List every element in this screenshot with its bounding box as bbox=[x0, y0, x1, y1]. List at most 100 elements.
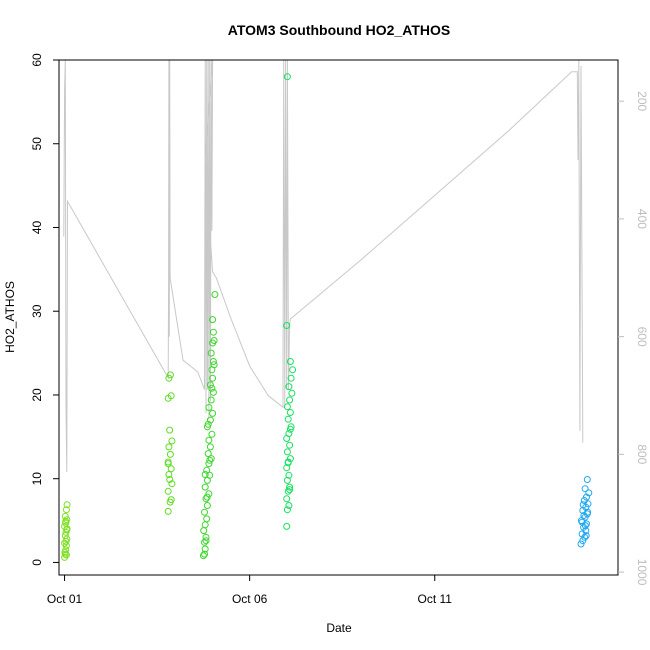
y-tick-label: 30 bbox=[30, 304, 44, 318]
data-point bbox=[579, 501, 587, 509]
data-point bbox=[582, 532, 590, 540]
x-axis-label: Date bbox=[326, 621, 352, 635]
data-point bbox=[63, 516, 71, 524]
data-point bbox=[205, 490, 213, 498]
data-point bbox=[283, 522, 291, 530]
data-point bbox=[168, 437, 176, 445]
data-point bbox=[283, 506, 291, 514]
data-point bbox=[165, 471, 173, 478]
y-tick-label: 60 bbox=[30, 53, 44, 67]
data-point bbox=[167, 465, 175, 473]
data-point bbox=[207, 349, 215, 357]
data-point bbox=[285, 471, 293, 479]
data-point bbox=[205, 436, 213, 444]
data-point bbox=[209, 409, 217, 417]
data-point bbox=[209, 388, 217, 396]
data-point bbox=[205, 404, 213, 411]
data-point bbox=[201, 550, 208, 558]
data-point bbox=[202, 495, 210, 503]
data-point bbox=[283, 448, 291, 456]
data-point bbox=[203, 515, 211, 523]
x-tick-label: Oct 01 bbox=[47, 592, 83, 606]
data-point bbox=[61, 512, 69, 520]
data-point bbox=[200, 527, 208, 535]
data-point bbox=[164, 507, 172, 515]
data-point bbox=[208, 430, 216, 438]
data-point bbox=[203, 502, 211, 509]
y-tick-label: 50 bbox=[30, 137, 44, 151]
data-point bbox=[201, 508, 208, 516]
data-point bbox=[581, 522, 589, 530]
y-axis-label: HO2_ATHOS bbox=[3, 281, 17, 353]
data-point bbox=[204, 450, 212, 458]
data-point bbox=[286, 396, 294, 404]
data-point bbox=[583, 493, 590, 501]
y-tick-label: 0 bbox=[30, 559, 44, 566]
data-point bbox=[209, 328, 217, 336]
data-point bbox=[583, 520, 590, 528]
data-point bbox=[581, 485, 589, 493]
data-point bbox=[209, 374, 217, 382]
data-point bbox=[164, 460, 172, 468]
data-point bbox=[166, 371, 174, 379]
data-point bbox=[63, 501, 71, 509]
data-point bbox=[284, 458, 292, 466]
plot-frame bbox=[58, 59, 619, 576]
data-point bbox=[583, 476, 591, 483]
data-point bbox=[283, 495, 291, 503]
data-point bbox=[206, 456, 214, 464]
y-tick-label: 10 bbox=[30, 472, 44, 486]
data-point bbox=[210, 337, 218, 344]
data-point bbox=[211, 291, 219, 298]
data-point bbox=[167, 496, 175, 504]
data-point bbox=[209, 316, 217, 324]
altitude-track-layer bbox=[63, 60, 584, 473]
altitude-track-line bbox=[63, 60, 584, 473]
axes-layer: 0 10 20 30 40 50 60 200 400 600 800 1000 Oct 01 Oct 0… bbox=[30, 53, 649, 606]
data-point bbox=[62, 538, 70, 545]
data-point bbox=[62, 506, 70, 514]
data-point bbox=[579, 537, 587, 545]
data-point bbox=[284, 487, 292, 495]
data-point bbox=[206, 443, 214, 451]
data-point bbox=[167, 392, 175, 400]
data-point bbox=[168, 480, 176, 488]
data-point bbox=[206, 471, 214, 479]
data-point bbox=[208, 384, 216, 392]
data-point bbox=[283, 322, 291, 329]
data-point bbox=[584, 508, 592, 516]
data-point bbox=[206, 381, 214, 389]
data-point bbox=[207, 455, 215, 463]
data-point bbox=[286, 425, 294, 433]
x-tick-label: Oct 11 bbox=[418, 592, 453, 606]
data-point bbox=[62, 517, 70, 525]
y2-tick-label: 1000 bbox=[635, 559, 649, 586]
data-point bbox=[199, 552, 207, 560]
y2-tick-label: 200 bbox=[635, 91, 649, 111]
data-point bbox=[286, 483, 294, 491]
data-point bbox=[283, 476, 291, 484]
data-point bbox=[286, 409, 294, 416]
data-point bbox=[61, 539, 69, 547]
data-points-layer bbox=[61, 73, 593, 561]
data-point bbox=[283, 403, 291, 411]
data-point bbox=[165, 374, 173, 382]
y2-tick-label: 600 bbox=[635, 327, 649, 347]
data-point bbox=[201, 483, 209, 491]
data-point bbox=[166, 476, 174, 483]
data-point bbox=[286, 441, 294, 449]
data-point bbox=[204, 420, 212, 428]
data-point bbox=[283, 73, 291, 81]
y-tick-label: 20 bbox=[30, 388, 44, 402]
data-point bbox=[165, 443, 173, 451]
data-point bbox=[289, 366, 297, 374]
data-point bbox=[201, 471, 209, 478]
data-point bbox=[203, 493, 211, 501]
data-point bbox=[62, 551, 70, 559]
data-point bbox=[166, 450, 174, 458]
data-point bbox=[201, 545, 209, 553]
chart-title: ATOM3 Southbound HO2_ATHOS bbox=[228, 22, 450, 38]
data-point bbox=[210, 361, 218, 369]
data-point bbox=[288, 389, 296, 397]
data-point bbox=[203, 466, 211, 474]
